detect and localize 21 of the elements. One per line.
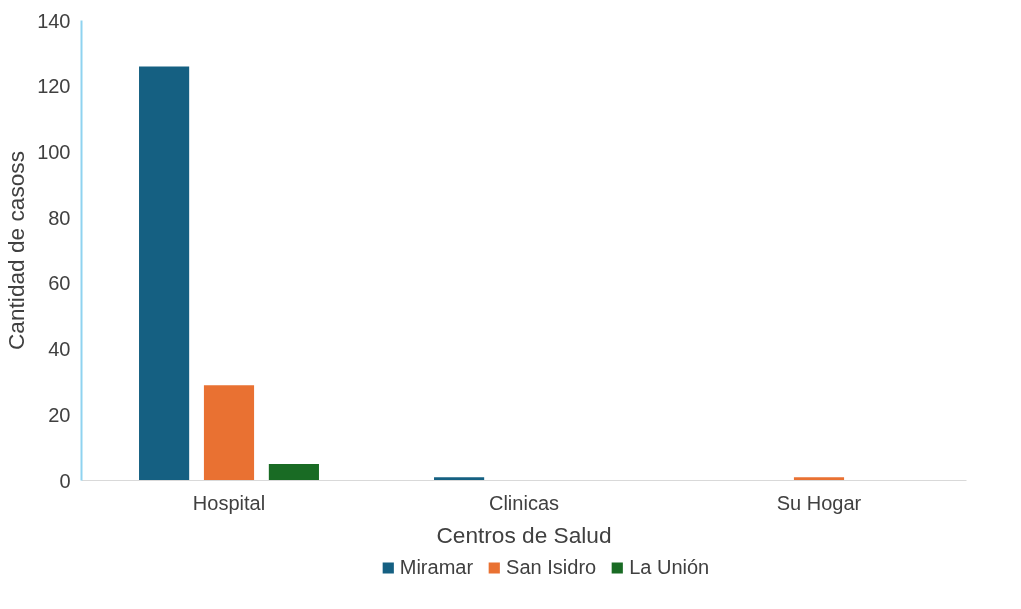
bar xyxy=(793,477,845,481)
y-axis-title: Cantidad de casoss xyxy=(3,151,30,350)
y-tick-label: 140 xyxy=(37,9,71,32)
legend-label: La Unión xyxy=(629,555,710,579)
y-tick-label: 60 xyxy=(48,272,71,295)
y-tick-label: 120 xyxy=(37,75,71,98)
x-tick-label: Hospital xyxy=(192,491,266,514)
y-tick-label: 40 xyxy=(48,338,71,361)
legend-label: Miramar xyxy=(399,555,474,579)
legend-label: San Isidro xyxy=(506,555,597,579)
y-tick-label: 100 xyxy=(37,140,71,163)
bar xyxy=(139,66,190,481)
y-tick-label: 80 xyxy=(48,206,71,229)
bar xyxy=(203,385,255,481)
x-tick-label: Su Hogar xyxy=(776,491,862,514)
x-axis-title: Centros de Salud xyxy=(436,521,612,548)
x-tick-label: Clinicas xyxy=(488,491,560,514)
bar xyxy=(268,464,319,481)
y-tick-label: 20 xyxy=(48,403,71,426)
bar xyxy=(434,477,485,481)
y-tick-label: 0 xyxy=(59,469,71,492)
